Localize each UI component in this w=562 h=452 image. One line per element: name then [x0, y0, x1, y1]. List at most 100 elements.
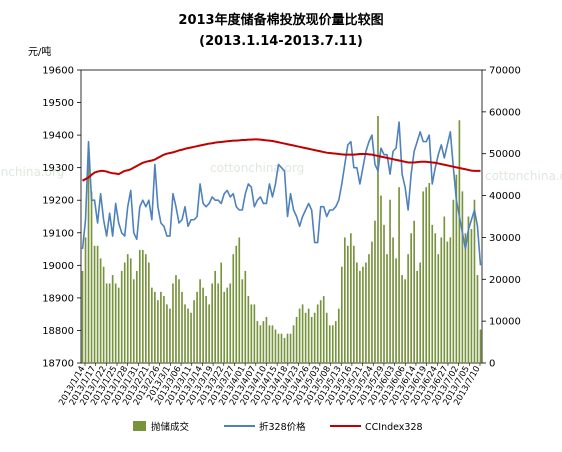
bar-mark	[214, 270, 216, 363]
bar-mark	[383, 224, 385, 363]
bar-mark	[265, 316, 268, 363]
bar-mark	[455, 174, 458, 363]
y-left-tick-label: 19200	[42, 196, 74, 207]
line-series-ccindex	[82, 138, 481, 182]
bar-mark	[404, 279, 406, 363]
y-left-tick-label: 19400	[42, 131, 74, 142]
bar-mark	[401, 275, 403, 363]
bar-mark	[141, 249, 144, 363]
bar-mark	[377, 116, 379, 364]
chart-title: 2013年度储备棉投放现价量比较图	[178, 12, 383, 28]
y-left-tick-label: 18800	[42, 326, 74, 337]
y-left-tick-label: 18700	[42, 359, 74, 370]
bar-mark	[274, 329, 277, 363]
x-tick-labels: 2013/1/142013/1/172013/1/222013/1/252013…	[57, 363, 483, 407]
bar-mark	[144, 254, 147, 363]
chart-subtitle: (2013.1.14-2013.7.11)	[199, 34, 363, 49]
bar-mark	[226, 287, 229, 363]
bar-mark	[84, 237, 87, 363]
bar-mark	[362, 266, 364, 363]
y-right-tick-label: 20000	[489, 275, 521, 286]
y-left-tick-label: 19100	[42, 228, 74, 239]
bar-mark	[238, 237, 241, 363]
bar-mark	[476, 275, 479, 363]
bar-mark	[108, 283, 111, 363]
bar-mark	[117, 287, 120, 363]
legend: 抛储成交 折328价格 CCIndex328	[133, 421, 423, 433]
bar-mark	[166, 304, 168, 363]
y-left-tick-label: 19600	[42, 66, 74, 77]
bar-mark	[392, 237, 394, 363]
bar-mark	[163, 296, 165, 363]
bar-mark	[157, 300, 159, 363]
bar-mark	[316, 304, 319, 363]
bar-mark	[280, 333, 283, 363]
bar-mark	[271, 325, 274, 363]
bar-mark	[461, 191, 464, 363]
bar-mark	[422, 191, 425, 363]
bar-mark	[413, 220, 415, 363]
bar-mark	[223, 291, 226, 363]
bar-mark	[416, 270, 419, 363]
y-right-tick-label: 10000	[489, 317, 521, 328]
bar-mark	[151, 287, 153, 363]
bar-mark	[154, 291, 156, 363]
bar-mark	[187, 308, 189, 363]
bar-mark	[389, 199, 391, 363]
bar-mark	[178, 279, 180, 363]
bar-mark	[353, 245, 355, 363]
bar-mark	[232, 254, 235, 363]
watermark-text-right: cottonchina.org	[485, 169, 562, 183]
bar-mark	[295, 316, 298, 363]
bar-mark	[96, 245, 99, 363]
bar-mark	[304, 312, 307, 363]
bar-mark	[262, 321, 265, 363]
bar-mark	[120, 270, 123, 363]
bar-mark	[256, 321, 259, 363]
bar-mark	[440, 237, 443, 363]
y-right-tick-label: 30000	[489, 233, 521, 244]
bar-mark	[114, 283, 117, 363]
bar-mark	[196, 291, 198, 363]
bar-mark	[298, 308, 301, 363]
bar-mark	[425, 187, 428, 363]
bar-mark	[407, 254, 409, 363]
bar-mark	[202, 287, 204, 363]
bar-mark	[148, 262, 150, 363]
bar-mark	[473, 199, 476, 363]
bar-mark	[428, 183, 431, 363]
bar-mark	[129, 258, 132, 363]
bar-mark	[208, 304, 210, 363]
bar-mark	[443, 216, 446, 363]
bar-mark	[135, 270, 138, 363]
bar-mark	[286, 333, 289, 363]
bar-mark	[90, 191, 93, 363]
bar-mark	[464, 233, 467, 363]
y-right-tick-label: 60000	[489, 107, 521, 118]
bar-mark	[250, 304, 253, 363]
bar-mark	[247, 296, 250, 363]
y-right-tick-label: 70000	[489, 66, 521, 77]
bar-mark	[449, 237, 452, 363]
bar-mark	[328, 325, 331, 363]
watermark-layer: cottonchina.org cottonchina.org cottonch…	[0, 161, 562, 183]
bar-mark	[105, 283, 108, 363]
bar-mark	[259, 325, 262, 363]
watermark-text-left: cottonchina.org	[0, 165, 64, 179]
bar-mark	[419, 262, 422, 363]
bar-mark	[334, 321, 337, 363]
legend-label-bar: 抛储成交	[151, 421, 190, 433]
bar-mark	[319, 300, 322, 363]
bar-mark	[395, 258, 397, 363]
bar-mark	[220, 262, 223, 363]
bar-mark	[350, 233, 352, 363]
bar-mark	[340, 266, 343, 363]
bar-mark	[126, 254, 129, 363]
bar-mark	[132, 279, 135, 363]
bar-mark	[193, 300, 195, 363]
bar-mark	[310, 316, 313, 363]
bar-mark	[431, 224, 434, 363]
bar-mark	[322, 296, 325, 363]
y-left-tick-label: 19300	[42, 163, 74, 174]
